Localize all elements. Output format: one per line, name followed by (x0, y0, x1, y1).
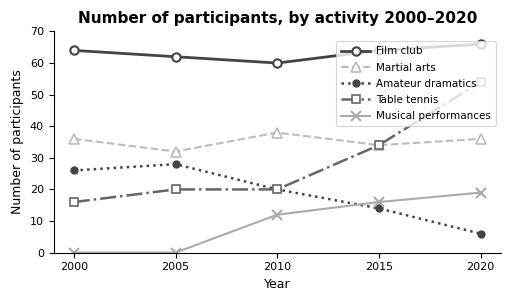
Martial arts (274, 131, 280, 134)
Martial arts (173, 150, 179, 153)
Table tennis (173, 188, 179, 191)
X-axis label: Year: Year (264, 278, 290, 291)
Musical performances (376, 200, 382, 204)
Amateur dramatics (274, 188, 280, 191)
Y-axis label: Number of participants: Number of participants (11, 70, 24, 214)
Line: Film club: Film club (70, 40, 485, 67)
Table tennis (376, 143, 382, 147)
Musical performances (173, 251, 179, 254)
Film club (274, 61, 280, 65)
Amateur dramatics (173, 162, 179, 166)
Legend: Film club, Martial arts, Amateur dramatics, Table tennis, Musical performances: Film club, Martial arts, Amateur dramati… (336, 41, 496, 127)
Martial arts (71, 137, 77, 141)
Amateur dramatics (71, 169, 77, 172)
Line: Table tennis: Table tennis (70, 78, 485, 206)
Film club (173, 55, 179, 59)
Martial arts (478, 137, 484, 141)
Musical performances (71, 251, 77, 254)
Line: Amateur dramatics: Amateur dramatics (70, 161, 484, 237)
Table tennis (478, 80, 484, 84)
Line: Martial arts: Martial arts (69, 128, 485, 156)
Martial arts (376, 143, 382, 147)
Film club (71, 49, 77, 52)
Film club (376, 49, 382, 52)
Amateur dramatics (376, 207, 382, 210)
Title: Number of participants, by activity 2000–2020: Number of participants, by activity 2000… (77, 11, 477, 26)
Table tennis (274, 188, 280, 191)
Film club (478, 42, 484, 46)
Musical performances (274, 213, 280, 217)
Table tennis (71, 200, 77, 204)
Musical performances (478, 191, 484, 194)
Line: Musical performances: Musical performances (69, 188, 485, 258)
Amateur dramatics (478, 232, 484, 236)
